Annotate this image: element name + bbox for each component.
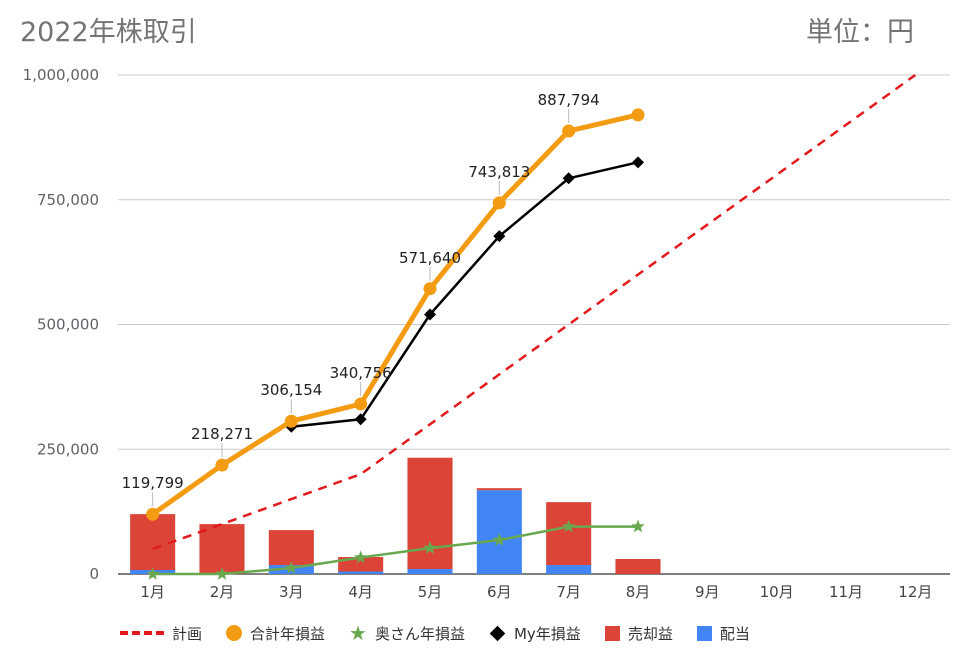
point-my-profit[interactable] (562, 172, 575, 185)
diamond-icon (489, 625, 506, 641)
data-label-total: 306,154 (260, 381, 322, 399)
y-tick-label: 0 (89, 565, 99, 583)
point-wife-profit[interactable] (146, 567, 160, 580)
data-label-total: 218,271 (191, 425, 253, 443)
bar-sale-profit[interactable] (546, 502, 592, 566)
legend-label-dividend: 配当 (719, 624, 750, 643)
x-tick-label: 6月 (487, 583, 512, 601)
chart-plot: 0 250,000 500,000 750,000 1,000,000 1月 2月 3月 4月 5… (23, 66, 950, 601)
legend-item-dividend[interactable]: 配当 (696, 623, 750, 644)
point-total-profit[interactable] (492, 196, 506, 210)
x-tick-label: 12月 (898, 583, 932, 601)
legend-item-wife[interactable]: ★ 奥さん年損益 (349, 623, 465, 644)
dashed-line-icon (120, 631, 164, 635)
bar-dividend[interactable] (546, 565, 592, 574)
y-tick-label: 500,000 (37, 316, 99, 334)
bar-sale-profit[interactable] (338, 557, 384, 572)
bar-dividend[interactable] (476, 490, 522, 574)
x-tick-label: 10月 (760, 583, 794, 601)
data-label-total: 743,813 (468, 163, 530, 181)
x-tick-label: 4月 (348, 583, 373, 601)
bar-sale-profit[interactable] (130, 514, 176, 571)
legend-label-sale-profit: 売却益 (627, 624, 673, 643)
point-wife-profit[interactable] (354, 550, 368, 564)
line-total-profit (151, 112, 639, 517)
x-tick-label: 9月 (695, 583, 720, 601)
square-blue-icon (696, 625, 712, 641)
line-plan (152, 73, 917, 551)
legend: 計画 合計年損益 ★ 奥さん年損益 My年損益 売却益 配当 (120, 622, 750, 644)
legend-item-sale-profit[interactable]: 売却益 (604, 623, 673, 644)
line-my-profit (291, 161, 639, 429)
point-wife-profit[interactable] (215, 567, 229, 580)
bar-sale-profit[interactable] (407, 457, 453, 570)
point-total-profit[interactable] (284, 414, 298, 428)
point-total-profit[interactable] (562, 124, 576, 138)
point-my-profit[interactable] (354, 413, 367, 426)
bar-sale-profit[interactable] (268, 530, 314, 566)
point-wife-profit[interactable] (492, 533, 506, 546)
data-label-total: 119,799 (122, 474, 184, 492)
y-tick-label: 1,000,000 (23, 66, 99, 84)
point-total-profit[interactable] (215, 458, 229, 472)
bar-dividend[interactable] (407, 569, 453, 574)
point-total-profit[interactable] (631, 108, 645, 122)
bar-sale-profit[interactable] (476, 488, 522, 491)
legend-item-total[interactable]: 合計年損益 (226, 623, 325, 644)
x-tick-label: 3月 (279, 583, 304, 601)
point-my-profit[interactable] (632, 156, 644, 169)
data-label-total: 340,756 (330, 364, 392, 382)
legend-item-my[interactable]: My年損益 (489, 623, 581, 644)
point-total-profit[interactable] (423, 282, 437, 296)
point-wife-profit[interactable] (423, 541, 437, 554)
data-label-total: 887,794 (538, 91, 600, 109)
point-total-profit[interactable] (146, 507, 160, 521)
x-tick-label: 2月 (210, 583, 235, 601)
legend-label-wife: 奥さん年損益 (374, 624, 465, 643)
point-wife-profit[interactable] (284, 561, 298, 574)
legend-label-my: My年損益 (513, 624, 581, 643)
point-wife-profit[interactable] (562, 519, 576, 533)
circle-icon (226, 625, 243, 641)
line-wife-profit (152, 525, 638, 576)
bar-sale-profit[interactable] (199, 524, 245, 574)
y-tick-label: 250,000 (37, 440, 99, 458)
point-total-profit[interactable] (354, 397, 368, 411)
point-wife-profit[interactable] (631, 519, 645, 533)
bar-dividend[interactable] (338, 571, 384, 574)
chart-title: 2022年株取引 (20, 17, 197, 48)
point-my-profit[interactable] (493, 230, 506, 243)
x-tick-label: 5月 (418, 583, 443, 601)
point-my-profit[interactable] (424, 308, 436, 321)
legend-label-plan: 計画 (172, 624, 203, 643)
data-label-total: 571,640 (399, 249, 461, 267)
unit-label: 単位：円 (806, 17, 914, 48)
square-red-icon (604, 625, 620, 641)
legend-item-plan[interactable]: 計画 (120, 623, 202, 644)
star-icon: ★ (349, 621, 367, 645)
x-tick-label: 11月 (829, 583, 863, 601)
y-tick-label: 750,000 (37, 191, 99, 209)
x-tick-label: 8月 (626, 583, 651, 601)
x-tick-label: 7月 (556, 583, 581, 601)
x-tick-label: 1月 (140, 583, 165, 601)
bar-sale-profit[interactable] (615, 559, 661, 574)
legend-label-total: 合計年損益 (250, 624, 326, 643)
